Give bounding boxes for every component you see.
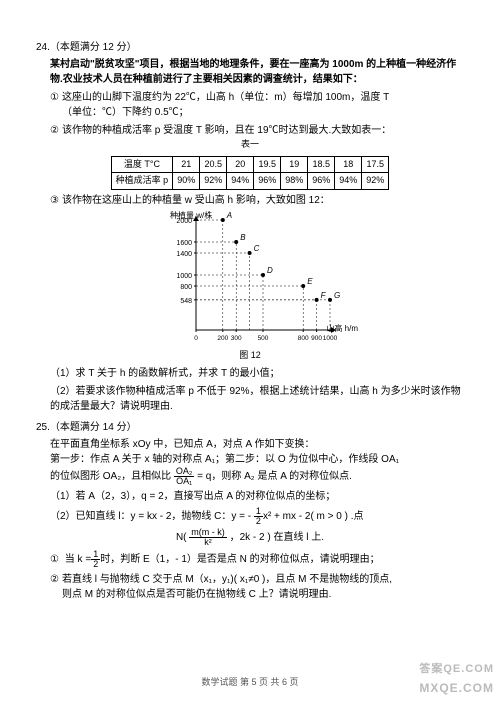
table-wrap: 温度 T°C 21 20.5 20 19.5 19 18.5 18 17.5 种… [36, 156, 464, 190]
circled-1b: ① [50, 552, 62, 567]
q24-intro: 某村启动"脱贫攻坚"项目，根据当地的地理条件，要在一座高为 1000m 的上种植… [50, 57, 464, 87]
watermark-1: 答案QE.COM [419, 661, 494, 678]
q25-p1: （1）若 A（2，3），q = 2，直接写出点 A 的对称位似点的坐标； [50, 489, 464, 504]
fraction-half: 12 [254, 507, 263, 526]
q24-item1: ①这座山的山脚下温度约为 22℃，山高 h（单位：m）每增加 100m，温度 T [50, 90, 464, 105]
svg-text:A: A [226, 212, 232, 220]
table-row: 种植成活率 p 90% 92% 94% 96% 98% 96% 94% 92% [111, 173, 389, 190]
table-caption: 表一 [36, 138, 464, 152]
svg-text:1000: 1000 [323, 335, 338, 342]
q24-item1b: （单位：℃）下降约 0.5℃； [62, 105, 464, 120]
svg-text:800: 800 [298, 335, 309, 342]
svg-text:0: 0 [194, 335, 198, 342]
q24-item2: ②该作物的种植成活率 p 受温度 T 影响，且在 19℃时达到最大.大致如表一： [50, 123, 464, 138]
svg-text:300: 300 [231, 335, 242, 342]
q25-step2: 的位似图形 OA₂，且相似比 OA₂OA₁ = q，则称 A₂ 是点 A 的对称… [50, 467, 464, 486]
fraction-half2: 12 [91, 550, 100, 569]
svg-text:548: 548 [180, 297, 192, 304]
svg-text:D: D [267, 266, 273, 275]
circled-2: ② [50, 123, 62, 138]
svg-text:800: 800 [180, 284, 192, 291]
q25-step1: 第一步：作点 A 关于 x 轴的对称点 A₁；第二步：以 O 为位似中心，作线段… [50, 452, 464, 467]
chart-svg: 5488001000140016002000020030050080090010… [160, 212, 340, 347]
q24-p1: （1）求 T 关于 h 的函数解析式，并求 T 的最小值； [50, 366, 464, 381]
q24-p2: （2）若要求该作物种植成活率 p 不低于 92%，根据上述统计结果，山高 h 为… [50, 384, 464, 414]
q25-N: N( m(m - k)k² ，2k - 2 ) 在直线 l 上. [36, 528, 464, 547]
q24-item1a: 这座山的山脚下温度约为 22℃，山高 h（单位：m）每增加 100m，温度 T [62, 92, 389, 103]
q25-header: 25.（本题满分 14 分） [36, 420, 464, 435]
fig-caption: 图 12 [36, 349, 464, 363]
svg-text:B: B [240, 233, 246, 242]
svg-text:1000: 1000 [176, 273, 192, 280]
svg-text:200: 200 [217, 335, 228, 342]
chart-wrap: 种植量 w/株 山高 h/m 5488001000140016002000020… [36, 212, 464, 347]
scatter-chart: 种植量 w/株 山高 h/m 5488001000140016002000020… [160, 212, 340, 347]
svg-text:G: G [334, 290, 340, 299]
q25-2-2a: ②若直线 l 与抛物线 C 交于点 M（x₁，y₁)( x₁≠0 )，且点 M … [50, 572, 464, 587]
svg-text:500: 500 [258, 335, 269, 342]
row2-label: 种植成活率 p [111, 173, 173, 190]
svg-text:E: E [307, 277, 313, 286]
q25-p2a: （2）已知直线 l：y = kx - 2，抛物线 C：y = - 12x² + … [50, 507, 464, 526]
data-table: 温度 T°C 21 20.5 20 19.5 19 18.5 18 17.5 种… [111, 156, 390, 190]
circled-1: ① [50, 90, 62, 105]
q25-intro: 在平面直角坐标系 xOy 中，已知点 A，对点 A 作如下变换： [50, 437, 464, 452]
q24-item3: ③该作物在这座山上的种植量 w 受山高 h 影响，大致如图 12： [50, 193, 464, 208]
fraction-oa: OA₂OA₁ [174, 467, 195, 486]
svg-text:C: C [254, 244, 260, 253]
svg-text:900: 900 [311, 335, 322, 342]
q24-item3-text: 该作物在这座山上的种植量 w 受山高 h 影响，大致如图 12： [62, 195, 330, 206]
circled-3: ③ [50, 193, 62, 208]
q24-item2-text: 该作物的种植成活率 p 受温度 T 影响，且在 19℃时达到最大.大致如表一： [62, 125, 391, 136]
svg-text:2000: 2000 [176, 218, 192, 225]
table-row: 温度 T°C 21 20.5 20 19.5 19 18.5 18 17.5 [111, 156, 389, 173]
q25-2-2b: 则点 M 的对称位似点是否可能仍在抛物线 C 上？请说明理由. [62, 587, 464, 602]
q25-2-1: ① 当 k =12时，判断 E（1，- 1）是否是点 N 的对称位似点，请说明理… [50, 550, 464, 569]
svg-text:F: F [321, 290, 327, 299]
row1-label: 温度 T°C [111, 156, 173, 173]
circled-2b: ② [50, 572, 62, 587]
fraction-mk: m(m - k)k² [189, 528, 227, 547]
watermark-2: MXQE.COM [419, 679, 494, 697]
svg-text:1600: 1600 [176, 240, 192, 247]
q24-header: 24.（本题满分 12 分） [36, 40, 464, 55]
svg-text:1400: 1400 [176, 251, 192, 258]
